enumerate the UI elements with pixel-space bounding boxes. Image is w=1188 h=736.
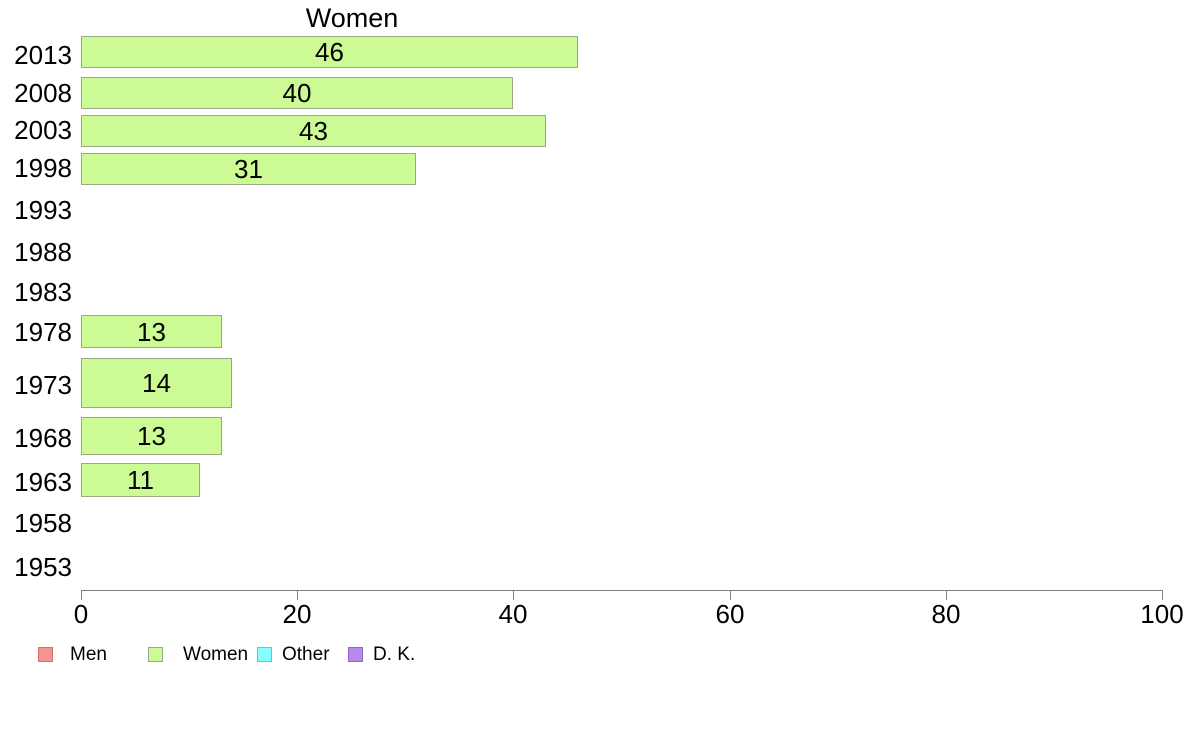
chart-title: Women <box>305 3 399 33</box>
y-tick-label: 1978 <box>14 317 72 347</box>
y-tick-label: 1993 <box>14 195 72 225</box>
x-axis-tick <box>81 590 82 600</box>
legend-swatch-women <box>148 647 163 662</box>
x-axis-line <box>81 590 1162 591</box>
x-tick-label: 40 <box>498 599 528 629</box>
y-tick-label: 1958 <box>14 508 72 538</box>
legend-label: Women <box>183 644 249 665</box>
x-axis-tick <box>513 590 514 600</box>
bar-1973: 14 <box>81 358 232 408</box>
x-tick-label: 80 <box>931 599 961 629</box>
bar-value-label: 43 <box>299 116 328 146</box>
y-tick-label: 1963 <box>14 467 72 497</box>
y-tick-label: 1998 <box>14 153 72 183</box>
x-axis-tick <box>297 590 298 600</box>
legend-swatch-men <box>38 647 53 662</box>
legend-label: Men <box>70 644 107 665</box>
bar-value-label: 40 <box>282 78 312 108</box>
x-tick-label: 100 <box>1140 599 1184 629</box>
bar-1963: 11 <box>81 463 200 497</box>
legend-label: Other <box>282 644 330 665</box>
y-tick-label: 1983 <box>14 277 72 307</box>
bar-value-label: 14 <box>142 368 171 398</box>
bar-value-label: 11 <box>127 465 154 495</box>
bar-value-label: 13 <box>137 316 166 347</box>
x-axis-tick <box>1162 590 1163 600</box>
legend-swatch-dk <box>348 647 363 662</box>
bar-1968: 13 <box>81 417 222 455</box>
x-tick-label: 20 <box>282 599 312 629</box>
y-tick-label: 1968 <box>14 423 72 453</box>
bar-value-label: 46 <box>315 37 344 67</box>
x-tick-label: 0 <box>73 599 89 629</box>
y-tick-label: 1973 <box>14 370 72 400</box>
x-axis-tick <box>946 590 947 600</box>
legend-label: D. K. <box>373 644 416 665</box>
bar-value-label: 13 <box>137 421 166 451</box>
legend-swatch-other <box>257 647 272 662</box>
bar-1998: 31 <box>81 153 416 185</box>
bar-2008: 40 <box>81 77 513 109</box>
bar-2013: 46 <box>81 36 578 68</box>
y-tick-label: 1988 <box>14 237 72 267</box>
y-tick-label: 2013 <box>14 40 72 70</box>
bar-1978: 13 <box>81 315 222 348</box>
y-tick-label: 1953 <box>14 552 72 582</box>
y-tick-label: 2003 <box>14 115 72 145</box>
y-tick-label: 2008 <box>14 78 72 108</box>
bar-value-label: 31 <box>234 154 263 184</box>
x-axis-tick <box>730 590 731 600</box>
x-tick-label: 60 <box>715 599 745 629</box>
bar-2003: 43 <box>81 115 546 147</box>
